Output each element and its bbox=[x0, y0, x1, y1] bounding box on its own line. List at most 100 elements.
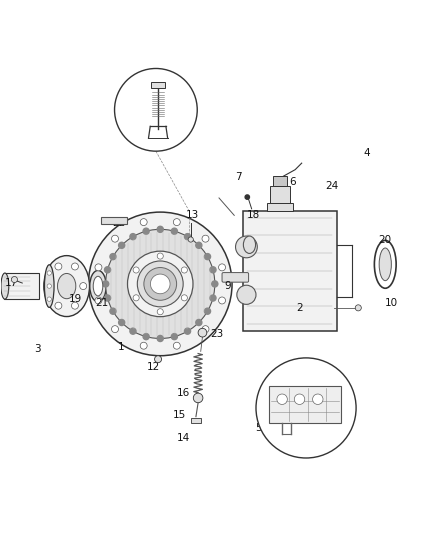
Circle shape bbox=[196, 243, 202, 248]
Ellipse shape bbox=[1, 273, 9, 299]
Text: 22: 22 bbox=[112, 218, 126, 228]
Circle shape bbox=[140, 342, 147, 349]
Text: 21: 21 bbox=[95, 298, 108, 309]
Circle shape bbox=[133, 295, 139, 301]
Circle shape bbox=[219, 264, 226, 271]
Circle shape bbox=[112, 235, 119, 242]
Circle shape bbox=[71, 263, 78, 270]
Text: 6: 6 bbox=[290, 176, 296, 187]
FancyBboxPatch shape bbox=[4, 273, 39, 299]
Circle shape bbox=[155, 356, 162, 362]
Circle shape bbox=[173, 342, 180, 349]
Ellipse shape bbox=[57, 273, 76, 298]
Text: 23: 23 bbox=[210, 329, 223, 339]
Circle shape bbox=[157, 309, 163, 315]
Circle shape bbox=[202, 235, 209, 242]
Text: 20: 20 bbox=[378, 236, 391, 245]
Ellipse shape bbox=[45, 265, 54, 308]
Text: 10: 10 bbox=[385, 298, 397, 309]
FancyBboxPatch shape bbox=[151, 82, 165, 88]
Circle shape bbox=[205, 254, 211, 260]
FancyBboxPatch shape bbox=[273, 176, 287, 186]
Circle shape bbox=[112, 326, 119, 333]
Circle shape bbox=[173, 219, 180, 225]
Circle shape bbox=[95, 297, 102, 304]
Circle shape bbox=[212, 281, 218, 287]
Ellipse shape bbox=[44, 256, 89, 317]
Ellipse shape bbox=[90, 270, 106, 302]
Circle shape bbox=[130, 328, 136, 334]
Circle shape bbox=[47, 271, 51, 275]
Circle shape bbox=[127, 251, 193, 317]
Circle shape bbox=[157, 253, 163, 259]
Text: 11: 11 bbox=[165, 98, 178, 108]
Text: 1: 1 bbox=[118, 342, 124, 352]
FancyBboxPatch shape bbox=[102, 217, 127, 224]
Circle shape bbox=[277, 394, 287, 405]
Circle shape bbox=[119, 319, 125, 326]
Circle shape bbox=[188, 237, 193, 242]
Text: 15: 15 bbox=[173, 410, 187, 421]
Circle shape bbox=[210, 295, 216, 301]
Text: 16: 16 bbox=[177, 387, 190, 398]
Circle shape bbox=[143, 228, 149, 234]
Circle shape bbox=[294, 394, 305, 405]
Text: 4: 4 bbox=[364, 148, 370, 158]
Circle shape bbox=[143, 334, 149, 340]
Text: 5: 5 bbox=[255, 423, 261, 433]
Text: 19: 19 bbox=[69, 294, 82, 304]
Circle shape bbox=[210, 266, 216, 273]
Text: 14: 14 bbox=[177, 433, 190, 443]
FancyBboxPatch shape bbox=[270, 186, 290, 203]
Circle shape bbox=[55, 263, 62, 270]
Circle shape bbox=[144, 268, 177, 300]
Ellipse shape bbox=[244, 236, 255, 254]
Circle shape bbox=[181, 267, 187, 273]
FancyBboxPatch shape bbox=[267, 203, 293, 211]
Circle shape bbox=[95, 264, 102, 271]
Circle shape bbox=[219, 297, 226, 304]
Circle shape bbox=[245, 195, 250, 199]
Circle shape bbox=[47, 297, 51, 301]
Text: 17: 17 bbox=[4, 278, 18, 288]
Ellipse shape bbox=[93, 276, 103, 296]
Circle shape bbox=[138, 261, 183, 307]
Circle shape bbox=[106, 229, 215, 338]
Circle shape bbox=[196, 319, 202, 326]
Circle shape bbox=[102, 281, 109, 287]
FancyBboxPatch shape bbox=[191, 418, 201, 423]
Circle shape bbox=[88, 212, 232, 356]
Circle shape bbox=[47, 284, 51, 288]
Circle shape bbox=[184, 328, 191, 334]
FancyBboxPatch shape bbox=[222, 272, 249, 282]
Circle shape bbox=[133, 267, 139, 273]
Circle shape bbox=[355, 305, 361, 311]
Circle shape bbox=[171, 228, 177, 234]
Circle shape bbox=[115, 68, 197, 151]
Circle shape bbox=[71, 302, 78, 309]
Circle shape bbox=[150, 274, 170, 294]
Circle shape bbox=[105, 266, 110, 273]
Circle shape bbox=[313, 394, 323, 405]
Circle shape bbox=[237, 285, 256, 304]
Circle shape bbox=[47, 282, 53, 289]
Circle shape bbox=[193, 393, 203, 403]
Ellipse shape bbox=[379, 248, 391, 281]
Text: 2: 2 bbox=[296, 303, 303, 313]
FancyBboxPatch shape bbox=[243, 211, 336, 330]
Text: 13: 13 bbox=[186, 210, 200, 220]
Circle shape bbox=[105, 295, 110, 301]
Circle shape bbox=[181, 295, 187, 301]
Circle shape bbox=[184, 233, 191, 240]
Circle shape bbox=[256, 358, 356, 458]
Text: 7: 7 bbox=[235, 172, 242, 182]
Circle shape bbox=[130, 233, 136, 240]
Circle shape bbox=[110, 254, 116, 260]
Circle shape bbox=[205, 308, 211, 314]
Text: 12: 12 bbox=[147, 361, 160, 372]
Circle shape bbox=[157, 227, 163, 232]
Circle shape bbox=[119, 243, 125, 248]
Circle shape bbox=[11, 277, 18, 282]
Circle shape bbox=[171, 334, 177, 340]
FancyBboxPatch shape bbox=[269, 386, 341, 423]
